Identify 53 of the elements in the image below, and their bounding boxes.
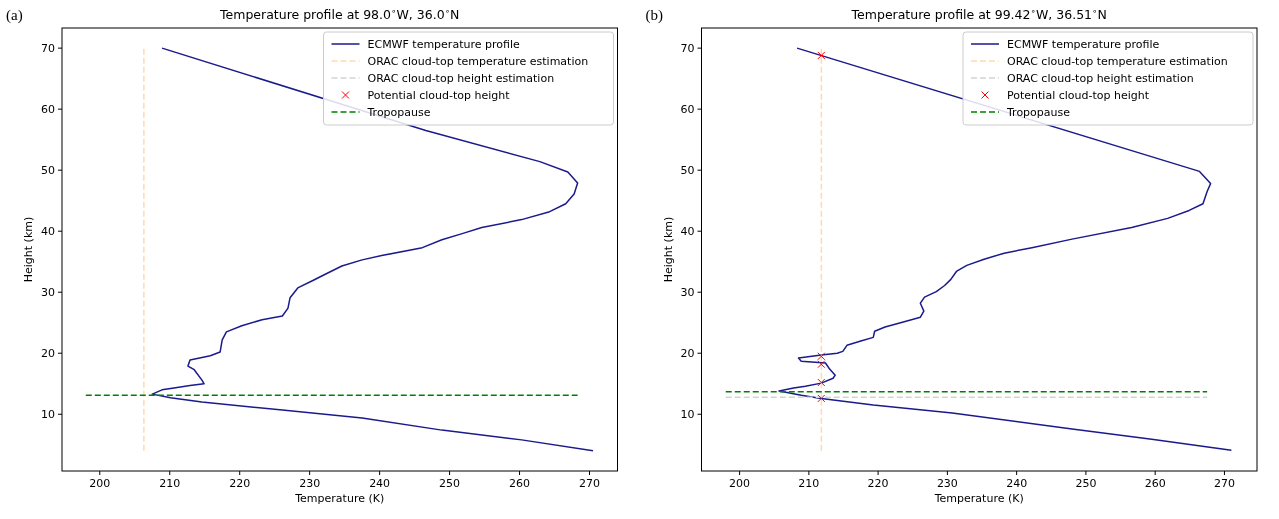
x-axis-title: Temperature (K) xyxy=(294,492,385,505)
x-tick-label: 260 xyxy=(509,477,531,490)
x-tick-label: 250 xyxy=(1075,477,1097,490)
x-tick-label: 230 xyxy=(936,477,958,490)
x-tick-label: 260 xyxy=(1144,477,1166,490)
legend-label: ORAC cloud-top height estimation xyxy=(1007,72,1194,85)
legend-label: Tropopause xyxy=(366,106,431,119)
point xyxy=(817,360,826,369)
x-axis-title: Temperature (K) xyxy=(933,492,1024,505)
point xyxy=(817,378,826,387)
legend-label: Tropopause xyxy=(1006,106,1071,119)
legend-label: Potential cloud-top height xyxy=(1007,89,1150,102)
x-tick-label: 230 xyxy=(299,477,321,490)
chart-title: Temperature profile at 99.42$^{∘}$W, 36.51$^{∘}$N xyxy=(850,6,1107,22)
legend-label: Potential cloud-top height xyxy=(367,89,511,102)
chart-title: Temperature profile at 98.0$^{∘}$W, 36.0$^{∘}$N xyxy=(219,6,460,22)
x-tick-label: 200 xyxy=(729,477,751,490)
x-tick-label: 270 xyxy=(579,477,601,490)
y-axis-title: Height (km) xyxy=(661,216,675,283)
legend-label: ORAC cloud-top height estimation xyxy=(367,72,555,85)
x-tick-label: 240 xyxy=(1006,477,1028,490)
y-axis-title: Height (km) xyxy=(22,216,35,283)
y-tick-label: 60 xyxy=(680,103,695,117)
point xyxy=(817,352,826,361)
x-tick-label: 270 xyxy=(1213,477,1235,490)
y-tick-label: 30 xyxy=(41,286,55,300)
legend-label: ECMWF temperature profile xyxy=(367,38,520,51)
y-tick-label: 40 xyxy=(680,225,695,239)
x-tick-label: 240 xyxy=(369,477,391,490)
y-tick-label: 70 xyxy=(680,42,695,56)
legend-label: ORAC cloud-top temperature estimation xyxy=(367,55,589,68)
y-tick-label: 10 xyxy=(680,408,695,422)
x-tick-label: 220 xyxy=(229,477,251,490)
y-tick-label: 40 xyxy=(41,225,55,239)
x-tick-label: 200 xyxy=(89,477,111,490)
x-tick-label: 210 xyxy=(798,477,820,490)
legend-label: ECMWF temperature profile xyxy=(1007,38,1160,51)
y-tick-label: 70 xyxy=(41,42,55,56)
text: (a) xyxy=(6,7,23,24)
x-tick-label: 210 xyxy=(159,477,181,490)
y-tick-label: 20 xyxy=(680,347,695,361)
legend-label: ORAC cloud-top temperature estimation xyxy=(1007,55,1228,68)
y-tick-label: 10 xyxy=(41,408,55,422)
y-tick-label: 20 xyxy=(41,347,55,361)
y-tick-label: 50 xyxy=(680,164,695,178)
text: (b) xyxy=(645,7,663,24)
x-tick-label: 250 xyxy=(439,477,461,490)
y-tick-label: 50 xyxy=(41,164,55,178)
point xyxy=(817,394,826,403)
y-tick-label: 30 xyxy=(680,286,695,300)
x-tick-label: 220 xyxy=(867,477,889,490)
point xyxy=(817,51,826,60)
y-tick-label: 60 xyxy=(41,103,55,117)
